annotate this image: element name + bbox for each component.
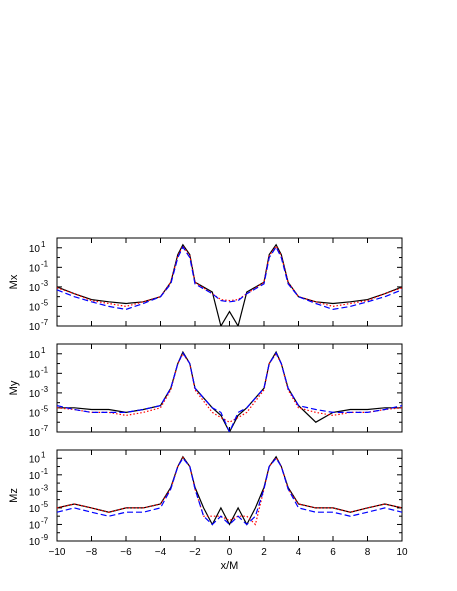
y-axis-label: Mz (8, 488, 20, 503)
series-line-2 (57, 352, 402, 423)
y-tick-label: 10 (29, 504, 41, 515)
y-tick-exponent: -5 (41, 500, 49, 509)
x-tick-label: 6 (330, 547, 336, 558)
y-tick-exponent: -5 (41, 404, 49, 413)
series-line-3 (57, 245, 402, 311)
y-tick-label: 10 (29, 283, 41, 294)
x-axis: −10 −8 −6 −4 −2 0 2 4 6 8 10 x/M (49, 547, 408, 572)
x-tick-label: 0 (227, 547, 233, 558)
x-axis-label: x/M (221, 560, 239, 572)
y-tick-exponent: 1 (41, 346, 46, 355)
y-tick-label: 10 (29, 369, 41, 380)
y-tick-label: 10 (29, 408, 41, 419)
y-tick-exponent: 1 (41, 240, 46, 249)
series-line-3 (57, 351, 402, 432)
y-tick-label: 10 (29, 487, 41, 498)
y-axis-label: My (8, 380, 20, 395)
x-tick-label: −6 (120, 547, 132, 558)
plot-frame (56, 343, 403, 433)
y-tick-label: 10 (29, 263, 41, 274)
y-axis-label: Mx (8, 274, 20, 289)
x-tick-label: 10 (396, 547, 408, 558)
y-tick-exponent: 1 (41, 450, 46, 459)
y-tick-label: 10 (29, 520, 41, 531)
plot-frame (56, 449, 403, 542)
y-tick-label: 10 (29, 322, 41, 333)
plot-frame (56, 237, 403, 327)
y-tick-exponent: -1 (41, 365, 49, 374)
series-line-3 (57, 457, 402, 526)
y-tick-label: 10 (29, 244, 41, 255)
y-tick-exponent: -7 (41, 318, 49, 327)
y-tick-label: 10 (29, 428, 41, 439)
y-tick-exponent: -1 (41, 467, 49, 476)
y-tick-exponent: -1 (41, 259, 49, 268)
y-tick-exponent: -7 (41, 424, 49, 433)
x-tick-label: 8 (365, 547, 371, 558)
y-tick-label: 10 (29, 389, 41, 400)
y-tick-label: 10 (29, 454, 41, 465)
y-tick-exponent: -7 (41, 516, 49, 525)
y-tick-label: 10 (29, 302, 41, 313)
x-tick-label: −2 (189, 547, 201, 558)
series-line-2 (57, 244, 402, 308)
y-tick-exponent: -3 (41, 279, 49, 288)
x-tick-label: −4 (155, 547, 167, 558)
y-tick-exponent: -5 (41, 298, 49, 307)
series-line-1 (57, 243, 402, 326)
y-tick-exponent: -9 (41, 533, 49, 542)
x-tick-label: 4 (296, 547, 302, 558)
series-line-1 (57, 455, 402, 526)
x-tick-label: −10 (49, 547, 66, 558)
x-tick-label: 2 (261, 547, 267, 558)
series-line-1 (57, 350, 402, 432)
series-line-2 (57, 456, 402, 526)
y-tick-label: 10 (29, 471, 41, 482)
y-tick-label: 10 (29, 350, 41, 361)
y-tick-exponent: -3 (41, 385, 49, 394)
y-tick-exponent: -3 (41, 483, 49, 492)
x-tick-label: −8 (86, 547, 98, 558)
y-tick-label: 10 (29, 537, 41, 548)
